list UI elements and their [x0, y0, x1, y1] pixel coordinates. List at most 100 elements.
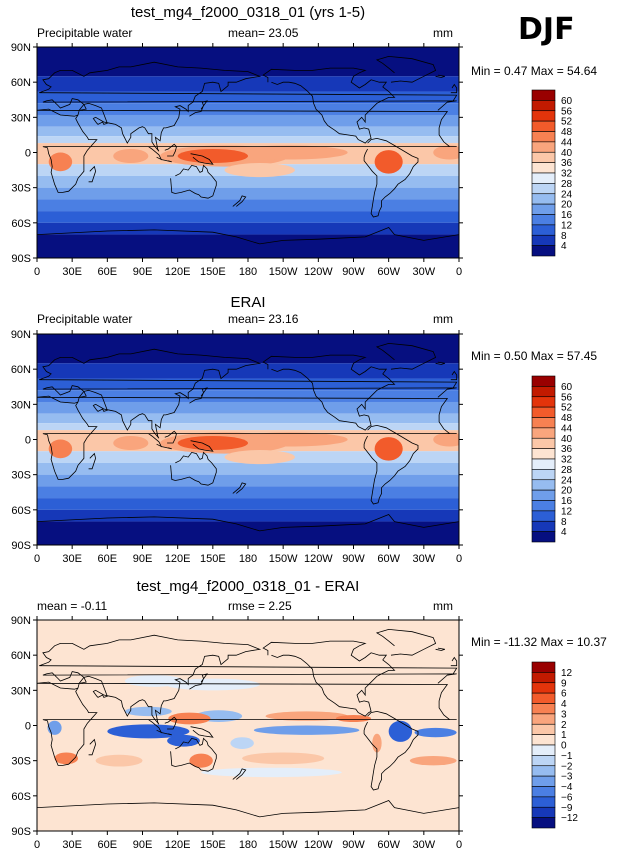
warm-region [224, 450, 295, 465]
colorbar-label: 4 [561, 527, 567, 538]
colorbar-label: 56 [561, 392, 573, 403]
coastline [164, 430, 177, 444]
coastline [189, 100, 208, 117]
anomaly-region [335, 714, 372, 722]
warm-region [48, 152, 73, 172]
colorbar-label: 32 [561, 169, 573, 180]
warm-region [113, 148, 149, 164]
contour-band [37, 401, 459, 414]
colorbar-swatch [531, 417, 556, 429]
coastline [232, 195, 247, 207]
colorbar-swatch [531, 672, 556, 684]
anomaly-region [409, 755, 457, 766]
lon-label: 90W [342, 266, 365, 278]
colorbar-swatch [531, 713, 556, 725]
colorbar-swatch [531, 162, 556, 174]
lon-label: 150E [200, 839, 226, 851]
contour-band [37, 199, 459, 212]
anomaly-region [95, 754, 143, 767]
lat-label: 30S [11, 183, 31, 195]
coastline [37, 385, 457, 480]
colorbar-label: 1 [561, 730, 567, 741]
lat-label: 60N [11, 650, 31, 662]
coastline [189, 387, 208, 404]
anomaly-region [165, 678, 260, 691]
colorbar-label: 9 [561, 678, 567, 689]
lon-label: 120E [165, 553, 191, 565]
coastline [148, 146, 163, 161]
lat-label: 30N [11, 685, 31, 697]
coastline [450, 370, 458, 381]
coastline [164, 716, 177, 730]
lat-label: 30N [11, 112, 31, 124]
contour-band [37, 378, 459, 391]
colorbar-label: 52 [561, 403, 573, 414]
colorbar-label: 20 [561, 486, 573, 497]
anomaly-region [372, 733, 382, 753]
colorbar-swatch [531, 500, 556, 512]
colorbar-swatch [531, 458, 556, 470]
panel-3-minmax: Min = -11.32 Max = 10.37 [471, 635, 607, 649]
contour-band [37, 136, 459, 144]
colorbar-label: 48 [561, 127, 573, 138]
contour-band [37, 234, 459, 258]
anomaly-region [242, 752, 325, 765]
lat-label: 60S [11, 791, 31, 803]
lon-label: 150E [200, 266, 226, 278]
contour-band [37, 211, 459, 223]
colorbar-label: 24 [561, 189, 573, 200]
colorbar-swatch [531, 151, 556, 163]
contour-band [37, 222, 459, 235]
lon-label: 60W [377, 553, 400, 565]
colorbar-swatch [531, 775, 556, 787]
colorbar-label: 8 [561, 231, 567, 242]
coastline [161, 159, 172, 163]
coastline [170, 737, 217, 772]
colorbar-swatch [531, 183, 556, 195]
colorbar-swatch [531, 806, 556, 818]
lon-label: 90E [133, 553, 153, 565]
lon-label: 90E [133, 839, 153, 851]
colorbar-label: −4 [561, 782, 573, 793]
lon-label: 120W [304, 839, 333, 851]
contour-band [37, 390, 459, 402]
anomaly-region [124, 706, 172, 717]
lat-label: 60N [11, 364, 31, 376]
panel-1-center-label: mean= 23.05 [228, 26, 299, 40]
lon-label: 60W [377, 266, 400, 278]
anomaly-region [388, 720, 413, 742]
colorbar-label: 24 [561, 475, 573, 486]
contour-band [37, 462, 459, 475]
colorbar-swatch [531, 437, 556, 449]
anomaly-region [124, 675, 184, 687]
coastline [37, 671, 457, 766]
warm-region [374, 437, 403, 461]
contour-band [37, 103, 459, 115]
coastline [88, 165, 97, 183]
warm-region [230, 145, 348, 160]
map-panel-2 [37, 334, 459, 545]
panel-3-title: test_mg4_f2000_0318_01 - ERAI [136, 578, 360, 595]
warm-region [113, 435, 149, 451]
colorbar-label: 32 [561, 455, 573, 466]
colorbar-swatch [531, 786, 556, 798]
coastline [435, 647, 446, 651]
coastline [190, 440, 214, 452]
lon-label: 150W [269, 553, 298, 565]
colorbar-label: 16 [561, 210, 573, 221]
coastline [232, 482, 247, 494]
coastline [435, 361, 446, 365]
coastline [170, 164, 217, 199]
lat-label: 60N [11, 77, 31, 89]
contour-band [37, 413, 459, 424]
colorbar-swatch [531, 120, 556, 132]
colorbar-label: 40 [561, 148, 573, 159]
colorbar-swatch [531, 193, 556, 205]
colorbar-swatch [531, 131, 556, 143]
colorbar-swatch [531, 531, 556, 543]
colorbar-label: 12 [561, 506, 573, 517]
colorbar-swatch [531, 489, 556, 501]
lon-label: 120W [304, 553, 333, 565]
colorbar-swatch [531, 817, 556, 829]
colorbar-swatch [531, 448, 556, 460]
